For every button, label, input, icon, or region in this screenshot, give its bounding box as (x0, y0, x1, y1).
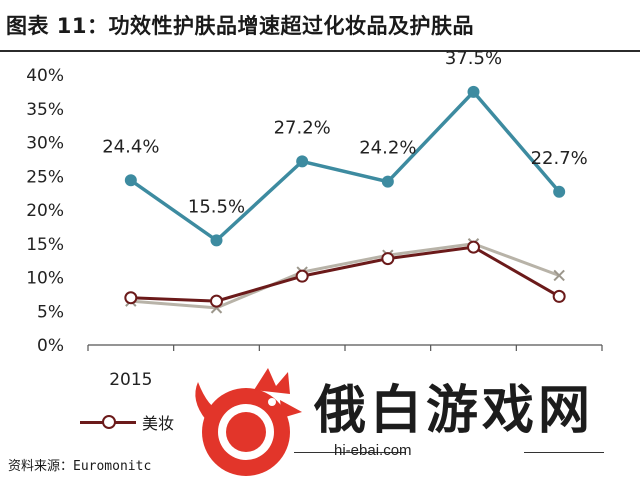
x-axis: 2015 (87, 344, 603, 390)
series-line-teal (129, 90, 561, 243)
y-tick-label: 0% (37, 336, 64, 356)
data-point-teal (467, 85, 480, 98)
data-label: 22.7% (531, 148, 588, 169)
data-point-maroon (381, 252, 395, 266)
data-label: 15.5% (188, 196, 245, 217)
y-tick-label: 35% (26, 100, 64, 120)
data-labels: 24.4% 15.5% 27.2% 24.2% 37.5% 22.7% (102, 48, 588, 218)
data-point-teal (296, 155, 309, 168)
data-point-teal (210, 234, 223, 247)
data-point-teal (553, 185, 566, 198)
rooster-logo-icon (195, 368, 302, 476)
data-label: 24.4% (102, 136, 159, 157)
y-tick-label: 15% (26, 235, 64, 255)
watermark-rule-left (294, 452, 406, 453)
y-tick-label: 10% (26, 269, 64, 289)
data-point-gray (553, 269, 565, 282)
series-layer (124, 85, 566, 314)
legend: 美妆 (80, 410, 174, 434)
chart-title: 图表 11：功效性护肤品增速超过化妆品及护肤品 (6, 14, 475, 38)
watermark-rule-right (524, 452, 604, 453)
series-line-gray (130, 242, 560, 310)
series-line-maroon (130, 245, 560, 303)
data-label: 37.5% (445, 48, 502, 69)
y-tick-label: 30% (26, 134, 64, 154)
y-tick-label: 40% (26, 66, 64, 86)
x-tick-label: 2015 (109, 370, 152, 390)
legend-label-meizhuang: 美妆 (142, 414, 175, 433)
legend-swatch-meizhuang (80, 411, 136, 433)
title-divider (0, 50, 640, 52)
data-point-maroon (210, 294, 223, 308)
data-point-teal (381, 175, 394, 188)
y-axis: 0% 5% 10% 15% 20% 25% 30% 35% 40% (26, 66, 64, 356)
watermark-name: 俄白游戏网 (314, 380, 595, 441)
watermark: 俄白游戏网 hi-ebai.com (184, 360, 640, 491)
y-tick-label: 25% (26, 167, 64, 187)
data-point-teal (124, 174, 137, 187)
data-point-maroon (467, 240, 480, 254)
data-point-maroon (124, 291, 138, 305)
data-point-maroon (295, 269, 309, 283)
data-point-maroon (552, 289, 566, 303)
y-tick-label: 20% (26, 201, 64, 221)
data-label: 24.2% (359, 138, 416, 159)
y-tick-label: 5% (37, 302, 64, 322)
watermark-url: hi-ebai.com (334, 442, 412, 459)
source-note: 资料来源：Euromonitc (8, 459, 152, 474)
data-label: 27.2% (274, 117, 331, 138)
